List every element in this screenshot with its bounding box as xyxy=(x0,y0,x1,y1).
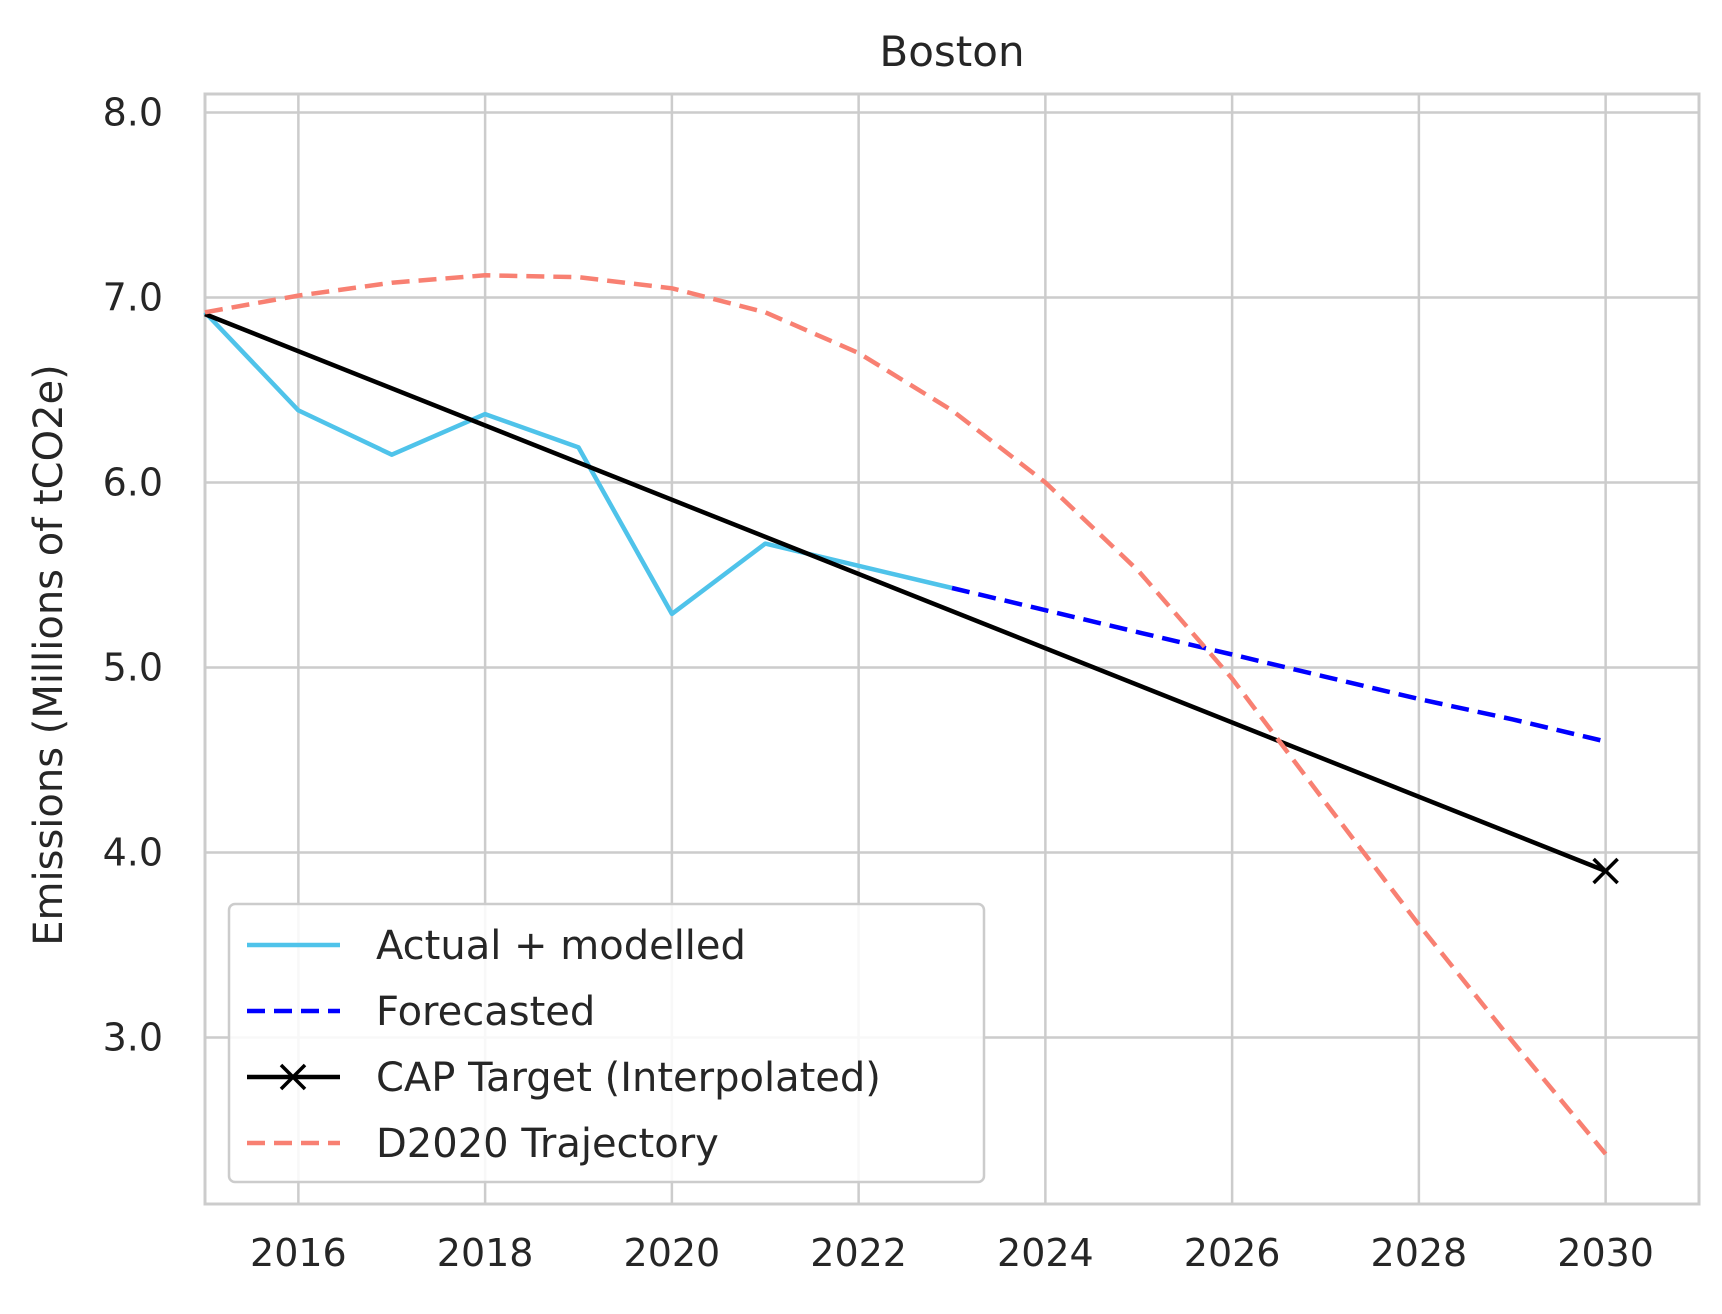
y-tick-label: 6.0 xyxy=(103,461,163,505)
x-tick-label: 2024 xyxy=(997,1231,1094,1275)
series-line-forecasted xyxy=(951,585,1607,744)
y-tick-label: 8.0 xyxy=(103,91,163,135)
tick-labels: 2016 2018 2020 2022 2024 2026 2028 2030 3.0 4.0 5.… xyxy=(103,91,1654,1276)
legend-label-forecasted: Forecasted xyxy=(376,989,595,1035)
legend-label-cap-target-interpolated: CAP Target (Interpolated) xyxy=(376,1055,881,1101)
x-tick-label: 2026 xyxy=(1184,1231,1281,1275)
y-axis-label: Emissions (Millions of tCO2e) xyxy=(26,364,72,946)
series-line-actual-modelled xyxy=(203,310,953,617)
series-line-cap-target-interpolated xyxy=(204,312,1607,874)
x-tick-label: 2020 xyxy=(624,1231,721,1275)
legend-box xyxy=(227,902,986,1184)
legend: Actual + modelled Forecasted CAP Target (I… xyxy=(227,902,986,1184)
x-tick-label: 2018 xyxy=(437,1231,534,1275)
x-tick-label: 2022 xyxy=(810,1231,907,1275)
y-tick-label: 5.0 xyxy=(103,646,163,690)
series-layer xyxy=(203,273,1619,1156)
y-tick-label: 4.0 xyxy=(103,831,163,875)
legend-marker-cap-target-interpolated xyxy=(279,1063,307,1091)
chart-title: Boston xyxy=(879,27,1024,76)
legend-label-actual-modelled: Actual + modelled xyxy=(376,923,746,969)
x-tick-label: 2030 xyxy=(1557,1231,1654,1275)
x-tick-label: 2028 xyxy=(1371,1231,1468,1275)
series-marker-cap-target-interpolated xyxy=(1592,857,1619,885)
plot-frame xyxy=(203,92,1701,1206)
y-tick-label: 3.0 xyxy=(103,1016,163,1060)
y-tick-label: 7.0 xyxy=(103,276,163,320)
legend-label-d2020-trajectory: D2020 Trajectory xyxy=(376,1121,719,1167)
x-tick-label: 2016 xyxy=(250,1231,347,1275)
